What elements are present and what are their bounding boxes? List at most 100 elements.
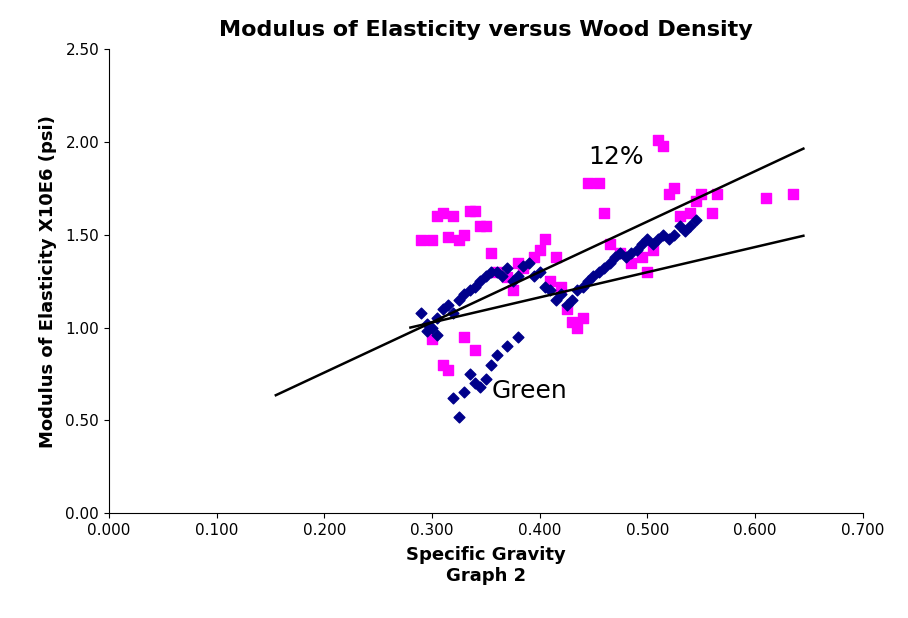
- Point: [581, 178, 596, 188]
- Point: [667, 184, 682, 193]
- Point: [640, 234, 655, 243]
- Point: [473, 382, 488, 392]
- Point: [646, 245, 660, 255]
- Point: [597, 208, 611, 218]
- Point: [419, 326, 434, 336]
- Point: [425, 323, 439, 332]
- Point: [495, 271, 509, 281]
- Point: [565, 317, 579, 327]
- Point: [548, 295, 563, 305]
- Point: [565, 295, 579, 305]
- Point: [457, 289, 471, 299]
- Point: [506, 276, 520, 286]
- Point: [613, 248, 627, 258]
- Point: [548, 252, 563, 262]
- Point: [656, 141, 671, 151]
- Point: [436, 360, 450, 370]
- Point: [484, 267, 498, 277]
- Point: [592, 178, 607, 188]
- Point: [473, 276, 488, 286]
- Point: [651, 234, 666, 243]
- Point: [662, 189, 676, 199]
- Point: [436, 208, 450, 218]
- Point: [484, 360, 498, 370]
- Point: [468, 206, 482, 216]
- X-axis label: Specific Gravity
Graph 2: Specific Gravity Graph 2: [406, 546, 566, 585]
- Point: [441, 365, 455, 375]
- Point: [500, 263, 515, 273]
- Point: [430, 211, 445, 221]
- Point: [683, 208, 697, 218]
- Text: Green: Green: [491, 379, 567, 403]
- Point: [479, 221, 493, 231]
- Point: [554, 282, 568, 292]
- Point: [457, 230, 471, 240]
- Point: [602, 258, 617, 268]
- Point: [613, 248, 627, 258]
- Point: [656, 230, 671, 240]
- Point: [785, 189, 800, 199]
- Point: [516, 261, 530, 271]
- Point: [543, 286, 558, 295]
- Point: [521, 258, 536, 268]
- Point: [451, 235, 466, 245]
- Point: [592, 267, 607, 277]
- Point: [618, 252, 633, 262]
- Point: [538, 282, 552, 292]
- Point: [516, 263, 530, 273]
- Point: [705, 208, 719, 218]
- Point: [662, 234, 676, 243]
- Point: [758, 193, 773, 203]
- Point: [576, 282, 590, 292]
- Point: [559, 304, 574, 314]
- Point: [451, 412, 466, 421]
- Point: [414, 235, 429, 245]
- Point: [576, 313, 590, 323]
- Point: [570, 286, 585, 295]
- Point: [441, 300, 455, 310]
- Point: [538, 234, 552, 243]
- Point: [414, 308, 429, 318]
- Point: [527, 271, 541, 281]
- Point: [462, 286, 477, 295]
- Point: [587, 271, 601, 281]
- Point: [511, 258, 526, 268]
- Point: [473, 221, 488, 231]
- Point: [635, 252, 649, 262]
- Point: [511, 271, 526, 281]
- Point: [543, 276, 558, 286]
- Point: [672, 221, 686, 231]
- Point: [441, 232, 455, 242]
- Title: Modulus of Elasticity versus Wood Density: Modulus of Elasticity versus Wood Densit…: [219, 20, 753, 40]
- Point: [581, 276, 596, 286]
- Point: [694, 189, 708, 199]
- Point: [667, 230, 682, 240]
- Point: [602, 239, 617, 249]
- Point: [527, 252, 541, 262]
- Point: [677, 226, 692, 236]
- Point: [635, 239, 649, 249]
- Point: [430, 330, 445, 340]
- Point: [425, 235, 439, 245]
- Point: [479, 271, 493, 281]
- Point: [462, 206, 477, 216]
- Point: [683, 221, 697, 231]
- Point: [624, 258, 638, 268]
- Point: [532, 245, 547, 255]
- Text: 12%: 12%: [588, 145, 644, 169]
- Point: [468, 282, 482, 292]
- Point: [446, 308, 460, 318]
- Point: [500, 341, 515, 351]
- Point: [489, 267, 504, 277]
- Point: [425, 334, 439, 344]
- Point: [436, 304, 450, 314]
- Point: [479, 375, 493, 384]
- Point: [624, 248, 638, 258]
- Point: [446, 211, 460, 221]
- Point: [570, 323, 585, 332]
- Point: [462, 369, 477, 379]
- Point: [554, 289, 568, 299]
- Point: [559, 300, 574, 310]
- Point: [457, 332, 471, 342]
- Point: [640, 267, 655, 277]
